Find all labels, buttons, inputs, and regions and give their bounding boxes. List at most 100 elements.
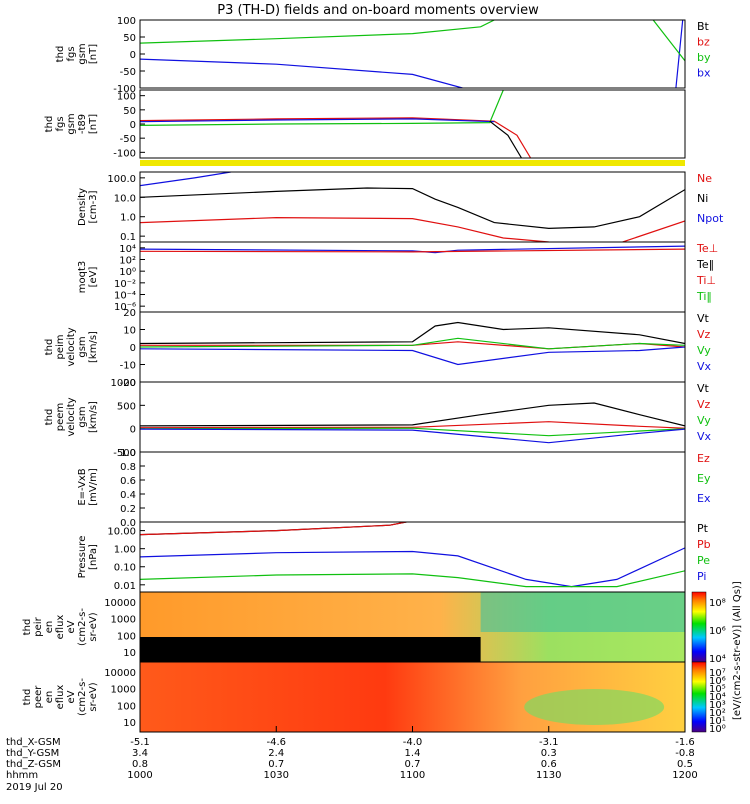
legend-entry: bz <box>697 36 710 49</box>
y-axis-label: -t89 <box>77 114 88 134</box>
y-tick-label: 1000 <box>111 615 136 626</box>
y-axis-label: [km/s] <box>88 401 99 433</box>
colorbar-label: [eV/(cm2-s-str-eV)] (All Qs)] <box>732 581 743 720</box>
legend-entry: Vz <box>697 398 711 411</box>
series-line-by <box>140 90 504 126</box>
y-tick-label: -100 <box>113 148 136 159</box>
series-line-bz <box>699 116 726 159</box>
series-line-Vx <box>140 346 685 366</box>
y-tick-label: 1000 <box>111 378 136 389</box>
colorbar-tick-label: 10⁸ <box>709 598 726 609</box>
y-axis-label: eflux <box>55 615 66 640</box>
y-axis-label: thd <box>44 339 55 356</box>
y-tick-label: 10⁻² <box>114 279 136 290</box>
quality-flag-bar <box>140 160 685 166</box>
legend-entry: Pi <box>697 570 706 583</box>
y-tick-label: 1.0 <box>120 448 136 459</box>
y-tick-label: 10 <box>123 718 136 729</box>
y-tick-label: -20 <box>120 378 136 389</box>
y-tick-label: 10 <box>123 326 136 337</box>
panel-pressure: 10.00 1.00 0.10 0.01 Pressure [nPa] Pt Pb Pe Pi <box>77 521 711 593</box>
x-axis-row-value: 1130 <box>536 770 561 781</box>
series-line-Vy <box>140 337 685 350</box>
y-axis-label: fgs <box>55 116 66 131</box>
y-tick-label: 0 <box>130 120 136 131</box>
y-tick-label: 100 <box>117 92 136 103</box>
series-line-Pb <box>140 522 410 536</box>
series-line-Pe <box>140 570 685 588</box>
panel-frame <box>139 381 686 453</box>
y-tick-label: 1000 <box>111 685 136 696</box>
y-axis-label: peim <box>55 334 66 359</box>
y-tick-label: 10⁻⁶ <box>114 302 136 313</box>
legend-entry: Pb <box>697 538 711 551</box>
y-tick-label: 1.0 <box>120 213 136 224</box>
colorbar-tick-label: 10³ <box>709 700 726 711</box>
legend-entry: Ez <box>697 452 710 465</box>
y-tick-label: 50 <box>123 33 136 44</box>
x-axis-row-value: -5.1 <box>130 737 150 748</box>
y-axis-label: velocity <box>66 327 77 366</box>
chart-title: P3 (TH-D) fields and on-board moments ov… <box>217 3 539 18</box>
legend-entry: by <box>697 51 711 64</box>
x-axis-row-value: 1030 <box>264 770 289 781</box>
series-line-by <box>140 20 495 44</box>
y-axis-label: thd <box>22 689 33 706</box>
y-axis-label: velocity <box>66 397 77 436</box>
y-axis-label: [km/s] <box>88 331 99 363</box>
y-tick-label: 0.6 <box>120 476 136 487</box>
x-axis-row-label: hhmm <box>6 770 38 781</box>
y-tick-label: 500 <box>117 401 136 412</box>
y-tick-label: 0 <box>130 343 136 354</box>
colorbar-tick-label: 10⁴ <box>709 692 726 703</box>
y-axis-label: sr-eV) <box>88 682 99 711</box>
y-axis-label: Density <box>77 188 88 226</box>
y-axis-label: [nT] <box>88 44 99 64</box>
panel-fgs_gsm_t89: 100 50 0 -50 -100 thd fgs gsm -t89 [nT] <box>44 89 726 159</box>
series-line-bx <box>140 58 463 88</box>
x-axis-row-value: 1000 <box>127 770 152 781</box>
legend-entry: Vy <box>697 414 711 427</box>
series-line-Ne <box>140 216 685 242</box>
panel-frame <box>139 241 686 313</box>
x-axis-row-label: thd_Y-GSM <box>6 748 59 759</box>
y-tick-label: 0.8 <box>120 462 136 473</box>
y-axis-label: thd <box>22 619 33 636</box>
colorbar-tick-label: 10² <box>709 708 726 719</box>
y-tick-label: 100 <box>117 701 136 712</box>
series-line-by <box>652 20 685 62</box>
legend-entry: Vt <box>697 382 710 395</box>
y-axis-label: fgs <box>66 46 77 61</box>
x-axis-row-value: -4.6 <box>266 737 286 748</box>
colorbar-peir_en_eflux <box>691 591 707 663</box>
panel-peir_en_eflux: 10⁸ 10⁶ 10⁴ [eV/(cm2-s-str-eV)] (All Qs)] 10… <box>22 581 743 720</box>
panel-peem_velocity: 1000 500 0 -500 thd peem velocity gsm [km/s] Vt Vz… <box>44 378 712 459</box>
y-tick-label: 0.1 <box>120 232 136 243</box>
panel-efield: 1.0 0.8 0.6 0.4 0.2 0.0 E=-VxB [mV/m] Ez Ey Ex <box>77 448 711 529</box>
legend-entry: Vt <box>697 312 710 325</box>
legend-entry: Vy <box>697 344 711 357</box>
series-line-Te <box>140 248 685 253</box>
colorbar-peer_en_eflux <box>691 661 707 733</box>
legend-entry: Pt <box>697 522 709 535</box>
y-tick-label: 10⁴ <box>119 244 136 255</box>
y-axis-label: sr-eV) <box>88 612 99 641</box>
x-axis-row-value: -0.8 <box>675 748 695 759</box>
y-axis-label: [mV/m] <box>88 468 99 506</box>
x-axis-row-value: 2.4 <box>268 748 284 759</box>
panel-frame <box>139 451 686 523</box>
legend-entry: Ni <box>697 192 708 205</box>
y-tick-label: 100 <box>117 631 136 642</box>
y-tick-label: 0.0 <box>120 518 136 529</box>
series-line-Vt <box>140 402 685 427</box>
y-tick-label: 10⁻⁴ <box>114 291 136 302</box>
colorbar-tick-label: 10⁶ <box>709 626 726 637</box>
y-axis-label: [cm-3] <box>88 190 99 223</box>
legend-entry: Bt <box>697 20 710 33</box>
x-axis-row-value: 0.3 <box>541 748 557 759</box>
y-tick-label: 20 <box>123 308 136 319</box>
y-axis-label: [nT] <box>88 114 99 134</box>
y-tick-label: -10 <box>120 361 136 372</box>
